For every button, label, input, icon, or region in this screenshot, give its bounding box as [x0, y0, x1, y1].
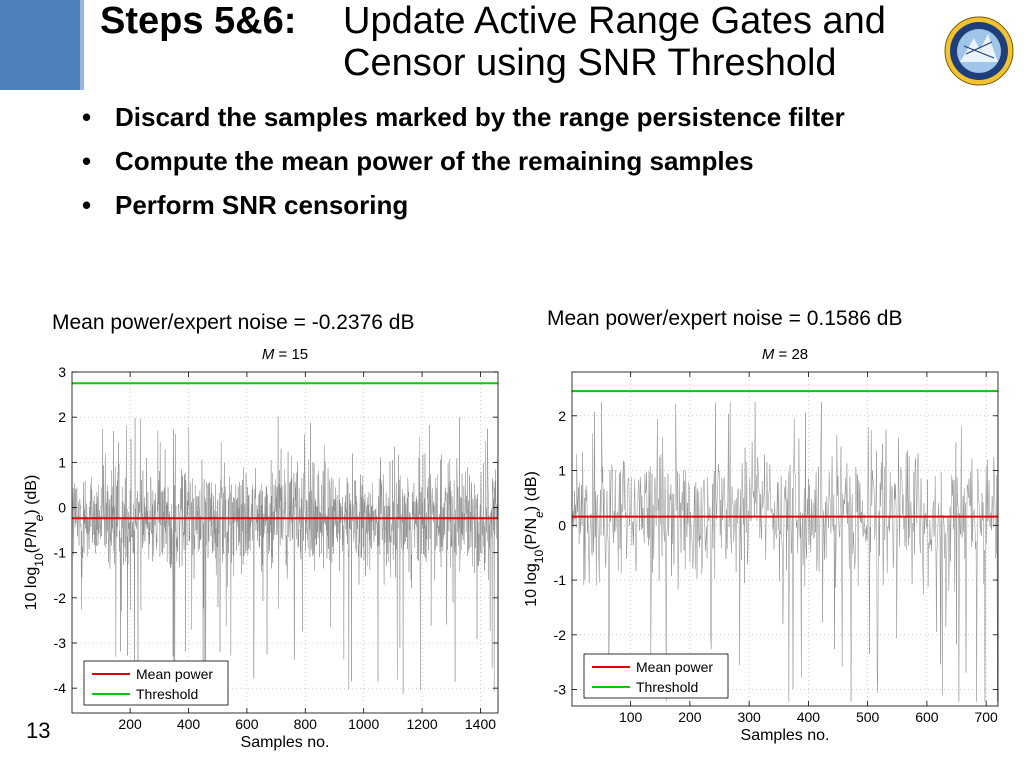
x-tick-label: 1400 [465, 716, 496, 732]
y-tick-label: -4 [54, 680, 67, 696]
y-tick-label: -1 [554, 572, 567, 588]
x-tick-label: 1000 [348, 716, 379, 732]
slide-title-main: Update Active Range Gates and Censor usi… [343, 0, 886, 84]
x-axis-label: Samples no. [241, 734, 330, 751]
y-tick-label: -3 [54, 635, 67, 651]
x-tick-label: 1200 [407, 716, 438, 732]
y-tick-label: 2 [558, 408, 566, 424]
legend-box [583, 653, 729, 699]
sample-trace [71, 416, 499, 699]
slide-title-lead: Steps 5&6: [100, 0, 297, 42]
y-tick-label: 0 [558, 517, 566, 533]
axes-frame [71, 371, 499, 714]
x-axis-label: Samples no. [741, 727, 830, 744]
chart-title: M = 28 [762, 346, 808, 363]
x-tick-label: 600 [235, 716, 259, 732]
bullet-item: Compute the mean power of the remaining … [70, 144, 1000, 178]
axes-frame [571, 371, 999, 707]
y-axis-label: 10 log10(P/Ne) (dB) [523, 471, 546, 607]
y-tick-label: -2 [54, 590, 67, 606]
plot-area [72, 372, 498, 713]
bullet-list: Discard the samples marked by the range … [70, 100, 1000, 232]
title-accent-bar [0, 0, 80, 90]
x-tick-label: 800 [294, 716, 318, 732]
y-tick-label: 1 [58, 454, 66, 470]
legend-label: Mean power [636, 659, 713, 675]
sample-trace [571, 402, 999, 702]
chart-caption-right: Mean power/expert noise = 0.1586 dB [547, 307, 903, 330]
legend-box [83, 660, 229, 706]
y-tick-label: 3 [58, 364, 66, 380]
x-tick-label: 200 [678, 709, 702, 725]
x-tick-label: 700 [974, 709, 998, 725]
x-tick-label: 600 [915, 709, 939, 725]
x-tick-label: 200 [118, 716, 142, 732]
page-number: 13 [26, 718, 51, 743]
plot-area [572, 372, 998, 706]
title-accent-edge [80, 0, 84, 90]
legend-label: Mean power [136, 666, 213, 682]
nssl-seal-icon [944, 16, 1014, 86]
y-tick-label: 1 [558, 463, 566, 479]
legend-label: Threshold [136, 686, 198, 702]
slide-title: Steps 5&6: Update Active Range Gates and… [100, 0, 940, 94]
power-chart-m28: M = 28 100 200 300 400 500 600 700 -3 -2 -1 0 1 2 Samp… [523, 346, 999, 744]
x-tick-label: 500 [856, 709, 880, 725]
x-tick-label: 400 [177, 716, 201, 732]
y-axis-label: 10 log10(P/Ne) (dB) [23, 475, 46, 611]
y-tick-label: 2 [58, 409, 66, 425]
legend-label: Threshold [636, 679, 698, 695]
y-tick-label: 0 [58, 499, 66, 515]
chart-title: M = 15 [262, 346, 308, 363]
y-tick-label: -1 [54, 545, 67, 561]
chart-caption-left: Mean power/expert noise = -0.2376 dB [52, 311, 415, 334]
bullet-item: Discard the samples marked by the range … [70, 100, 1000, 134]
x-tick-label: 400 [797, 709, 821, 725]
bullet-item: Perform SNR censoring [70, 188, 1000, 222]
y-tick-label: -2 [554, 627, 567, 643]
y-tick-label: -3 [554, 682, 567, 698]
x-tick-label: 300 [737, 709, 761, 725]
x-tick-label: 100 [619, 709, 643, 725]
